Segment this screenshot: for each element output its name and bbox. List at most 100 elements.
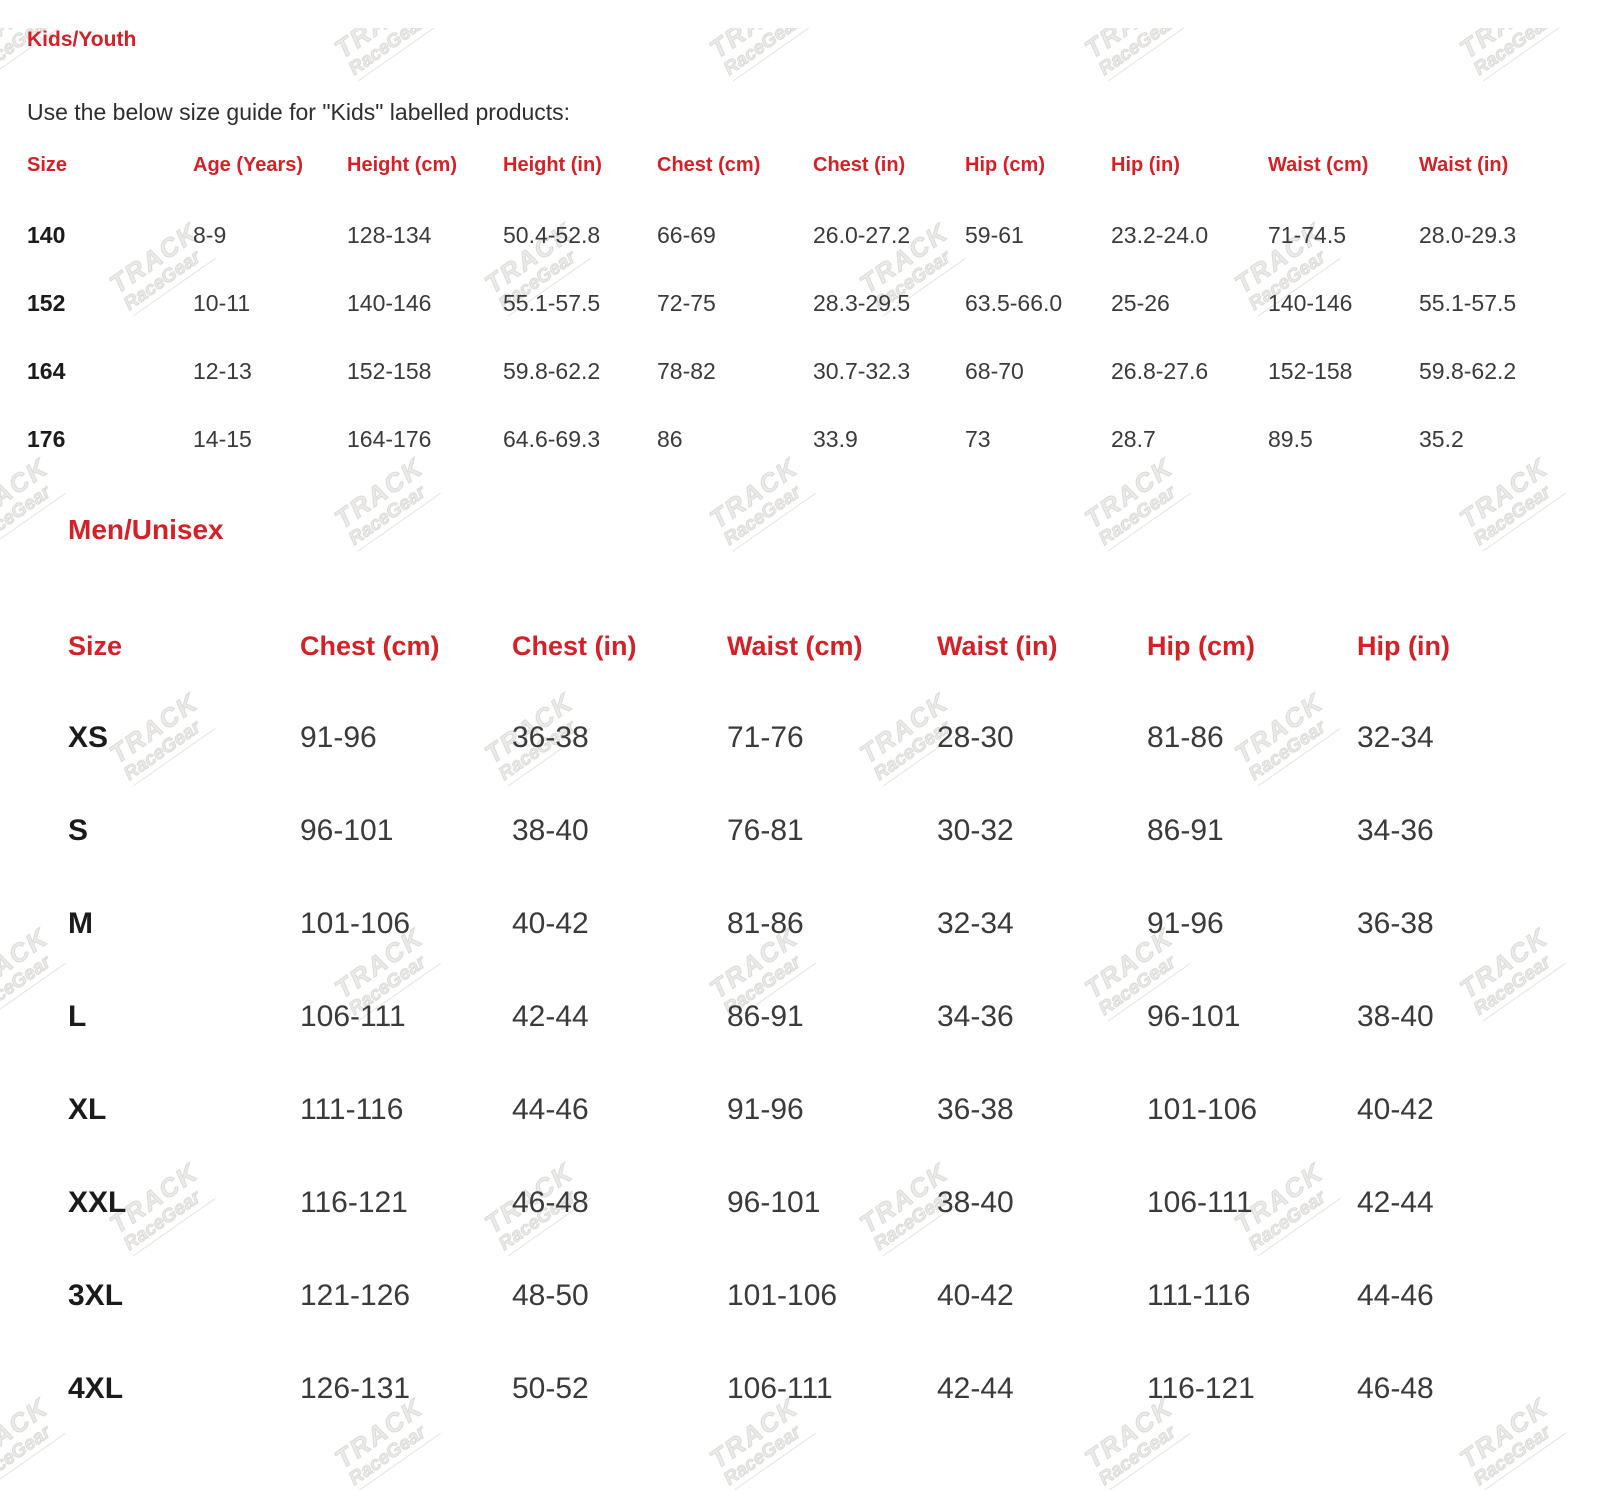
size-cell: 164 xyxy=(27,358,66,384)
size-cell: 4XL xyxy=(68,1372,124,1405)
column-header: Chest (cm) xyxy=(657,154,761,176)
measurement-cell: 63.5-66.0 xyxy=(965,290,1063,316)
measurement-cell: 81-86 xyxy=(1147,721,1224,754)
measurement-cell: 64.6-69.3 xyxy=(503,426,601,452)
measurement-cell: 91-96 xyxy=(1147,907,1224,940)
measurement-cell: 116-121 xyxy=(1147,1372,1255,1405)
measurement-cell: 26.0-27.2 xyxy=(813,222,911,248)
size-guide-page: { "colors": { "accent_red": "#d42128", "… xyxy=(0,28,1600,1490)
column-header: Size xyxy=(68,631,123,661)
table-row: XXL 116-121 46-48 96-101 38-40 106-111 42-44 xyxy=(68,1186,1588,1279)
measurement-cell: 59-61 xyxy=(965,222,1024,248)
column-header: Size xyxy=(27,154,68,176)
men-section-title: Men/Unisex xyxy=(68,514,224,545)
measurement-cell: 78-82 xyxy=(657,358,716,384)
measurement-cell: 14-15 xyxy=(193,426,252,452)
measurement-cell: 44-46 xyxy=(512,1093,589,1126)
kids-table-header-row: Size Age (Years) Height (cm) Height (in) Che… xyxy=(27,154,1587,222)
size-cell: L xyxy=(68,1000,87,1033)
measurement-cell: 40-42 xyxy=(512,907,589,940)
measurement-cell: 46-48 xyxy=(512,1186,589,1219)
measurement-cell: 26.8-27.6 xyxy=(1111,358,1209,384)
measurement-cell: 59.8-62.2 xyxy=(503,358,601,384)
size-cell: 140 xyxy=(27,222,66,248)
measurement-cell: 72-75 xyxy=(657,290,716,316)
men-table-header-row: Size Chest (cm) Chest (in) Waist (cm) Waist … xyxy=(68,631,1588,721)
column-header: Chest (cm) xyxy=(300,631,440,661)
measurement-cell: 106-111 xyxy=(300,1000,406,1033)
table-row: XL 111-116 44-46 91-96 36-38 101-106 40-42 xyxy=(68,1093,1588,1186)
kids-section-title: Kids/Youth xyxy=(27,28,137,51)
measurement-cell: 91-96 xyxy=(300,721,377,754)
measurement-cell: 35.2 xyxy=(1419,426,1464,452)
measurement-cell: 28.0-29.3 xyxy=(1419,222,1517,248)
size-cell: M xyxy=(68,907,93,940)
measurement-cell: 101-106 xyxy=(727,1279,838,1312)
column-header: Waist (cm) xyxy=(727,631,863,661)
measurement-cell: 96-101 xyxy=(1147,1000,1241,1033)
measurement-cell: 28.3-29.5 xyxy=(813,290,911,316)
measurement-cell: 128-134 xyxy=(347,222,432,248)
measurement-cell: 86 xyxy=(657,426,683,452)
table-row: S 96-101 38-40 76-81 30-32 86-91 34-36 xyxy=(68,814,1588,907)
column-header: Chest (in) xyxy=(512,631,637,661)
column-header: Hip (in) xyxy=(1357,631,1450,661)
measurement-cell: 86-91 xyxy=(727,1000,804,1033)
measurement-cell: 23.2-24.0 xyxy=(1111,222,1209,248)
measurement-cell: 12-13 xyxy=(193,358,252,384)
column-header: Waist (in) xyxy=(937,631,1058,661)
measurement-cell: 40-42 xyxy=(1357,1093,1434,1126)
kids-intro-text: Use the below size guide for "Kids" labe… xyxy=(27,99,571,125)
measurement-cell: 71-74.5 xyxy=(1268,222,1347,248)
column-header: Height (in) xyxy=(503,154,602,176)
measurement-cell: 48-50 xyxy=(512,1279,589,1312)
measurement-cell: 40-42 xyxy=(937,1279,1014,1312)
measurement-cell: 38-40 xyxy=(1357,1000,1434,1033)
size-cell: 152 xyxy=(27,290,66,316)
size-cell: XL xyxy=(68,1093,107,1126)
size-cell: 3XL xyxy=(68,1279,124,1312)
measurement-cell: 96-101 xyxy=(727,1186,821,1219)
table-row: XS 91-96 36-38 71-76 28-30 81-86 32-34 xyxy=(68,721,1588,814)
measurement-cell: 106-111 xyxy=(727,1372,833,1405)
measurement-cell: 8-9 xyxy=(193,222,227,248)
measurement-cell: 46-48 xyxy=(1357,1372,1434,1405)
size-cell: S xyxy=(68,814,89,847)
measurement-cell: 126-131 xyxy=(300,1372,411,1405)
size-cell: 176 xyxy=(27,426,66,452)
measurement-cell: 42-44 xyxy=(512,1000,589,1033)
column-header: Waist (in) xyxy=(1419,154,1509,176)
measurement-cell: 68-70 xyxy=(965,358,1024,384)
measurement-cell: 106-111 xyxy=(1147,1186,1253,1219)
table-row: 3XL 121-126 48-50 101-106 40-42 111-116 44-46 xyxy=(68,1279,1588,1372)
measurement-cell: 33.9 xyxy=(813,426,858,452)
measurement-cell: 30-32 xyxy=(937,814,1014,847)
measurement-cell: 34-36 xyxy=(937,1000,1014,1033)
size-guide-content: Kids/Youth Use the below size guide for … xyxy=(0,28,1600,1465)
measurement-cell: 30.7-32.3 xyxy=(813,358,911,384)
column-header: Hip (in) xyxy=(1111,154,1180,176)
table-row: L 106-111 42-44 86-91 34-36 96-101 38-40 xyxy=(68,1000,1588,1093)
table-row: 140 8-9 128-134 50.4-52.8 66-69 26.0-27.2 59-6… xyxy=(27,222,1587,290)
measurement-cell: 50.4-52.8 xyxy=(503,222,601,248)
table-row: M 101-106 40-42 81-86 32-34 91-96 36-38 xyxy=(68,907,1588,1000)
column-header: Hip (cm) xyxy=(965,154,1045,176)
measurement-cell: 36-38 xyxy=(512,721,589,754)
column-header: Waist (cm) xyxy=(1268,154,1369,176)
measurement-cell: 25-26 xyxy=(1111,290,1170,316)
measurement-cell: 28.7 xyxy=(1111,426,1156,452)
measurement-cell: 96-101 xyxy=(300,814,394,847)
measurement-cell: 44-46 xyxy=(1357,1279,1434,1312)
measurement-cell: 42-44 xyxy=(937,1372,1014,1405)
men-table-body: XS 91-96 36-38 71-76 28-30 81-86 32-34 S 96-101 3… xyxy=(68,721,1588,1465)
measurement-cell: 91-96 xyxy=(727,1093,804,1126)
column-header: Height (cm) xyxy=(347,154,457,176)
size-cell: XS xyxy=(68,721,109,754)
measurement-cell: 86-91 xyxy=(1147,814,1224,847)
kids-size-table: Size Age (Years) Height (cm) Height (in) Che… xyxy=(27,154,1587,494)
measurement-cell: 121-126 xyxy=(300,1279,411,1312)
measurement-cell: 71-76 xyxy=(727,721,804,754)
column-header: Hip (cm) xyxy=(1147,631,1255,661)
measurement-cell: 59.8-62.2 xyxy=(1419,358,1517,384)
measurement-cell: 111-116 xyxy=(300,1093,404,1126)
